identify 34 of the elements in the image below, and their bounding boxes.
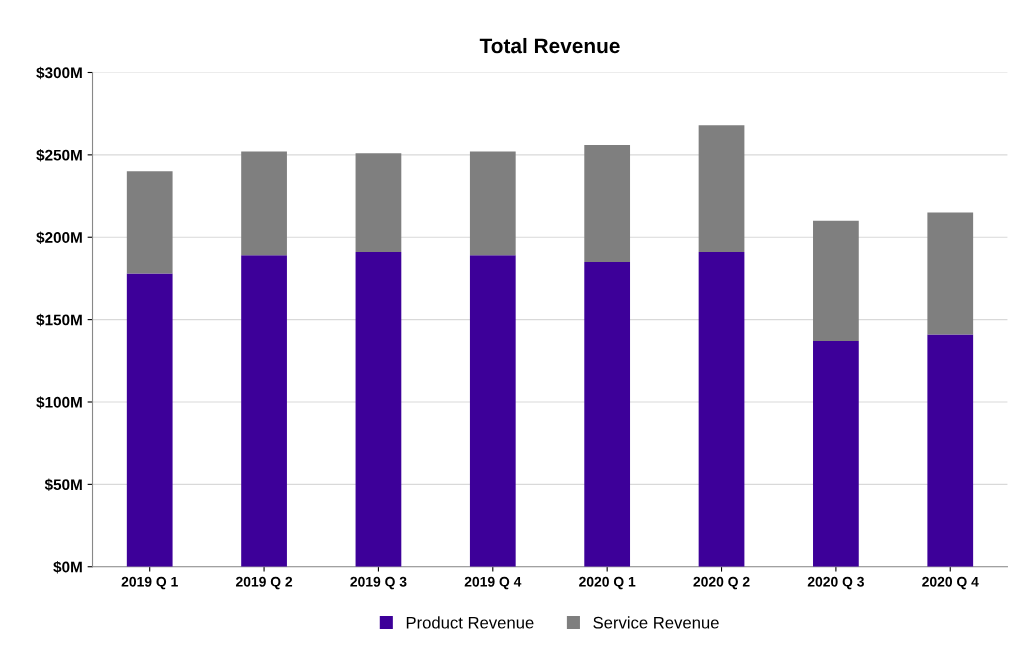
y-tick-label: $100M <box>36 396 82 409</box>
x-tick-label: 2020 Q 1 <box>579 576 636 590</box>
y-tick-label: $50M <box>44 478 82 492</box>
bar <box>927 212 974 335</box>
x-tick-label: 2019 Q 2 <box>235 576 293 590</box>
bar <box>469 255 516 567</box>
bar <box>698 125 745 253</box>
bar <box>584 144 631 262</box>
x-tick-label: 2020 Q 3 <box>807 576 864 590</box>
bar <box>813 220 859 342</box>
bar <box>584 261 631 567</box>
bar <box>355 153 402 253</box>
x-tick-label: 2019 Q 3 <box>350 576 407 590</box>
y-tick-label: $0M <box>53 560 82 574</box>
bar <box>241 255 287 567</box>
chart-title: Total Revenue <box>479 37 620 54</box>
y-tick-label: $300M <box>36 66 82 80</box>
bar <box>927 334 974 567</box>
bar <box>126 273 173 567</box>
x-tick-label: 2019 Q 1 <box>121 576 178 590</box>
bar <box>355 252 402 567</box>
bar <box>813 341 859 567</box>
y-tick-label: $150M <box>36 313 82 327</box>
legend-label: Product Revenue <box>406 616 534 629</box>
legend-label: Service Revenue <box>593 616 719 629</box>
y-tick-label: $250M <box>36 149 82 162</box>
bar <box>126 171 173 274</box>
bar <box>469 151 516 256</box>
bar <box>698 252 745 567</box>
x-tick-label: 2019 Q 4 <box>464 576 522 590</box>
y-tick-label: $200M <box>36 231 82 244</box>
x-tick-label: 2020 Q 4 <box>922 576 979 590</box>
x-tick-label: 2020 Q 2 <box>693 576 750 590</box>
bar <box>241 151 287 256</box>
